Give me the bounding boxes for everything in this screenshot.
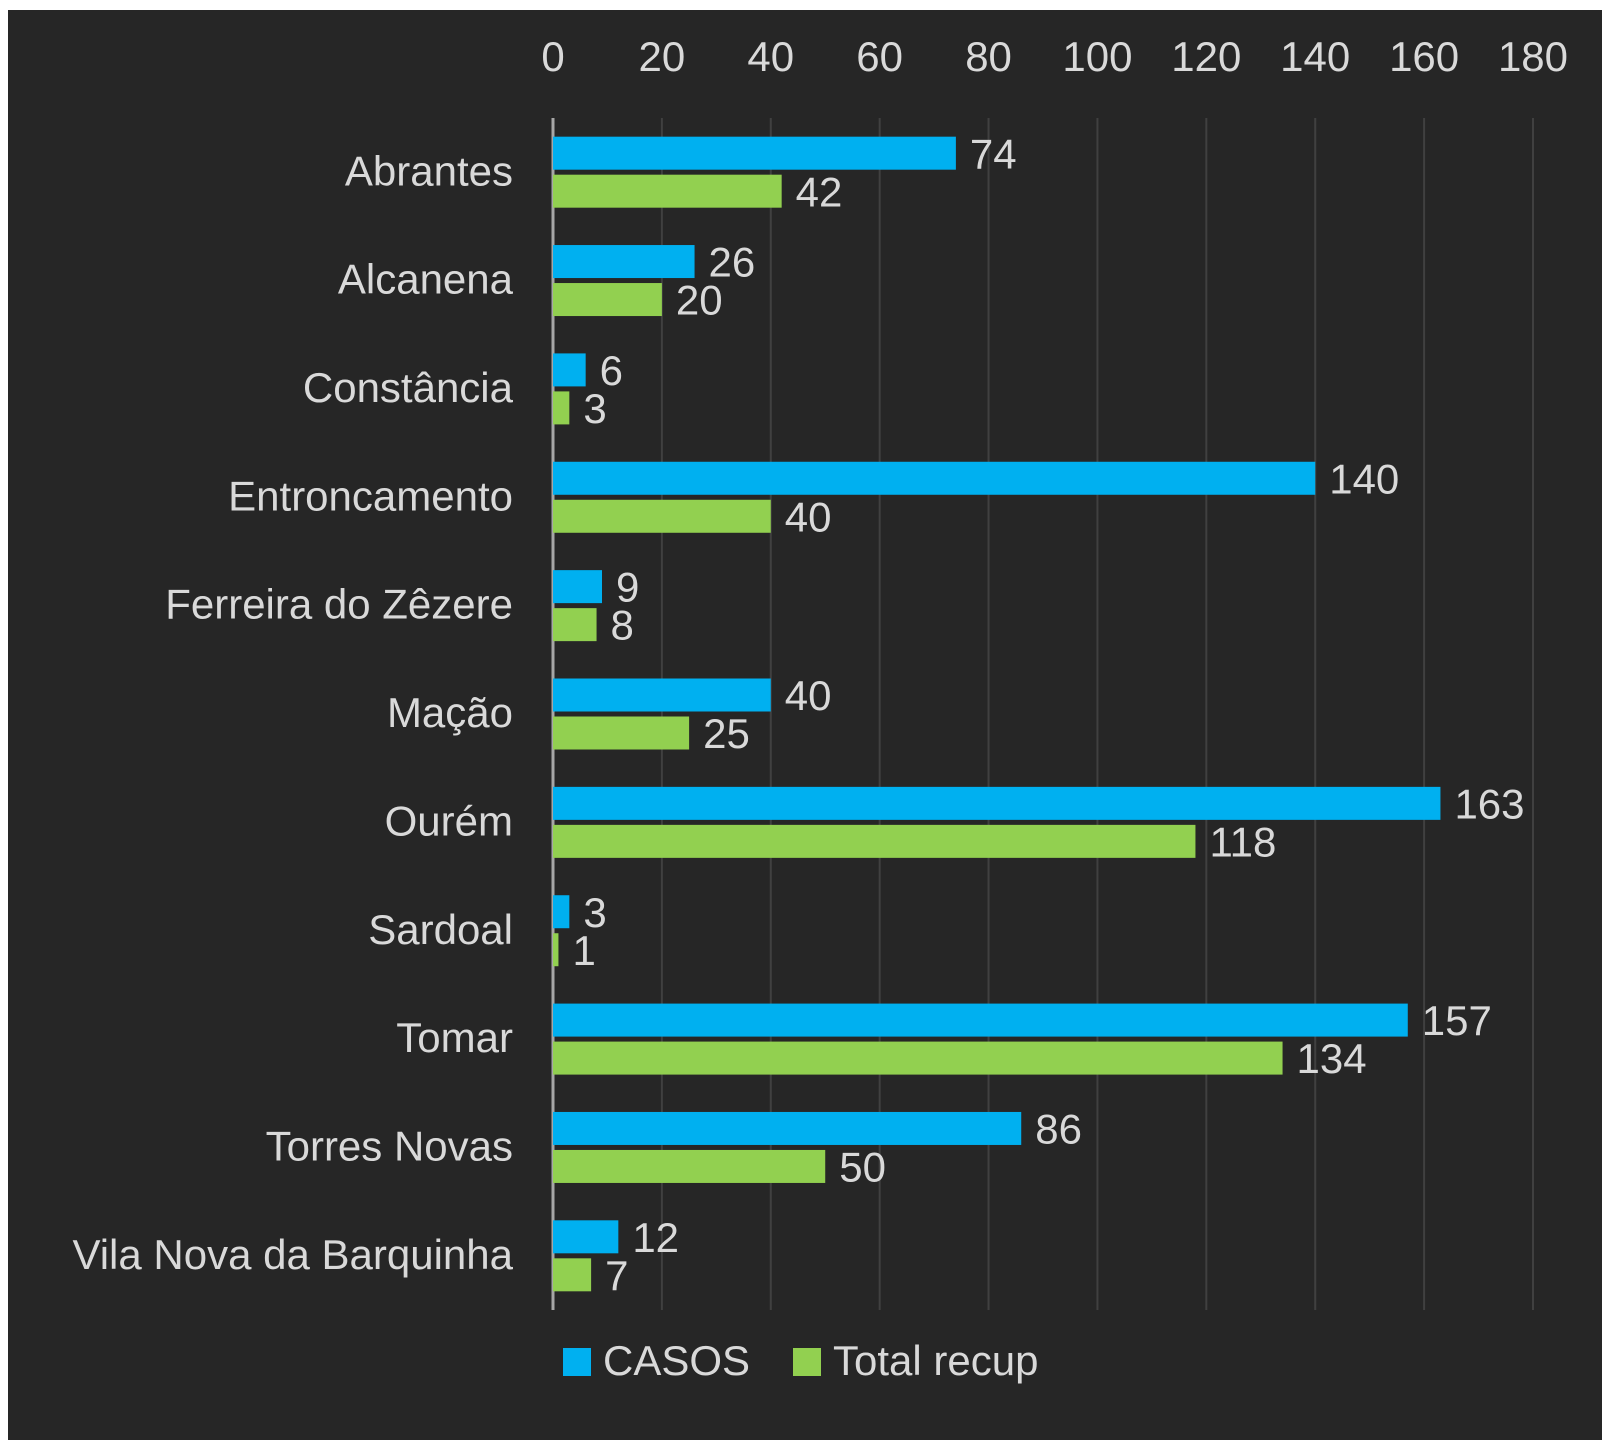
bar-total-recup (553, 391, 570, 425)
x-tick-label: 40 (747, 33, 794, 80)
x-tick-label: 100 (1062, 33, 1132, 80)
category-label: Mação (387, 689, 513, 736)
bar-casos (553, 1003, 1408, 1037)
x-tick-label: 160 (1389, 33, 1459, 80)
bar-total-recup (553, 1149, 826, 1183)
bar-total-recup (553, 824, 1196, 858)
x-tick-label: 80 (965, 33, 1012, 80)
bar-total-recup (553, 174, 782, 208)
data-label: 140 (1329, 455, 1399, 502)
x-tick-label: 60 (856, 33, 903, 80)
legend-swatch (793, 1348, 821, 1376)
bar-casos (553, 678, 771, 712)
data-label: 25 (703, 710, 750, 757)
category-label: Ourém (385, 797, 513, 844)
x-tick-label: 180 (1498, 33, 1568, 80)
data-label: 134 (1297, 1035, 1367, 1082)
bar-total-recup (553, 933, 559, 967)
bar-casos (553, 570, 602, 604)
data-label: 50 (839, 1144, 886, 1191)
data-label: 9 (616, 564, 639, 611)
category-label: Ferreira do Zêzere (165, 581, 513, 628)
category-label: Sardoal (368, 906, 513, 953)
x-tick-label: 20 (639, 33, 686, 80)
bar-total-recup (553, 1041, 1283, 1075)
data-label: 20 (676, 277, 723, 324)
data-label: 6 (600, 347, 623, 394)
x-tick-label: 0 (541, 33, 564, 80)
bar-total-recup (553, 716, 690, 750)
data-label: 12 (632, 1214, 679, 1261)
data-label: 8 (611, 602, 634, 649)
category-label: Alcanena (338, 256, 514, 303)
bar-casos (553, 461, 1316, 495)
bar-total-recup (553, 499, 771, 533)
category-label: Entroncamento (228, 472, 513, 519)
category-label: Constância (303, 364, 514, 411)
category-label: Vila Nova da Barquinha (72, 1231, 513, 1278)
data-label: 118 (1209, 818, 1276, 865)
legend-label: Total recup (833, 1337, 1038, 1384)
chart-area: 0 20 40 60 80 100 120 140 160 180 Abrantes 74 42 Alca… (8, 10, 1602, 1440)
data-label: 40 (785, 493, 832, 540)
data-label: 42 (796, 168, 843, 215)
bar-total-recup (553, 608, 597, 642)
data-label: 7 (605, 1252, 628, 1299)
data-label: 3 (583, 889, 606, 936)
legend-label: CASOS (603, 1337, 750, 1384)
category-label: Torres Novas (266, 1123, 513, 1170)
data-label: 3 (583, 385, 606, 432)
bar-total-recup (553, 283, 662, 317)
data-label: 40 (785, 672, 832, 719)
bar-casos (553, 895, 570, 929)
category-label: Abrantes (345, 147, 513, 194)
data-label: 26 (709, 239, 756, 286)
data-label: 1 (572, 927, 595, 974)
bar-casos (553, 1220, 619, 1254)
x-tick-label: 140 (1280, 33, 1350, 80)
data-label: 74 (970, 130, 1017, 177)
bar-casos (553, 353, 586, 387)
legend-swatch (563, 1348, 591, 1376)
x-tick-label: 120 (1171, 33, 1241, 80)
bar-casos (553, 1111, 1022, 1145)
bar-casos (553, 245, 695, 279)
bar-casos (553, 136, 956, 170)
data-label: 157 (1422, 997, 1492, 1044)
data-label: 163 (1454, 780, 1524, 827)
bar-casos (553, 786, 1441, 820)
bar-total-recup (553, 1258, 592, 1292)
category-label: Tomar (396, 1014, 513, 1061)
data-label: 86 (1035, 1106, 1082, 1153)
